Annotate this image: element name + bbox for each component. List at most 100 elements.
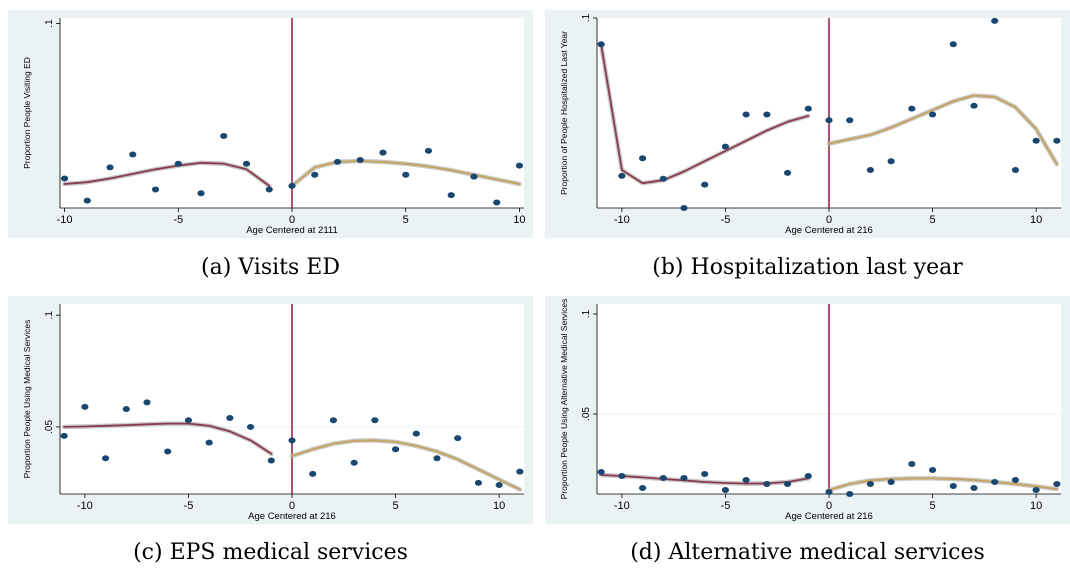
data-point <box>288 182 296 189</box>
fit-right-line <box>828 94 1058 166</box>
data-point <box>391 446 400 453</box>
data-point <box>205 439 213 446</box>
x-tick-label: -10 <box>57 214 73 226</box>
x-tick-label: 0 <box>289 500 295 512</box>
data-point <box>597 41 605 48</box>
data-point <box>949 483 957 489</box>
data-point <box>928 467 937 473</box>
data-point <box>151 186 160 193</box>
x-axis-title: Age Centered at 216 <box>248 511 336 522</box>
y-axis-title: Proportion People Using Alternative Medi… <box>559 299 569 500</box>
data-point <box>783 481 792 487</box>
data-point <box>356 157 364 164</box>
data-point <box>970 102 978 109</box>
fit-right-line <box>291 160 521 187</box>
data-point <box>309 470 317 477</box>
data-point <box>763 111 771 118</box>
data-point <box>846 117 854 124</box>
data-point <box>350 459 358 466</box>
data-point <box>83 197 91 204</box>
x-tick-label: 5 <box>930 214 936 226</box>
data-point <box>659 475 667 481</box>
data-point <box>379 149 387 156</box>
data-point <box>638 155 647 162</box>
chart-b: -10 -5 0 5 10 .1 Age Centered at 216 Proportion… <box>545 10 1070 238</box>
x-tick-label: 0 <box>826 500 832 512</box>
x-tick-label: -5 <box>173 214 183 226</box>
data-point <box>1053 137 1061 144</box>
caption-c: (c) EPS medical services <box>133 540 408 565</box>
data-point <box>804 473 812 479</box>
x-tick-label: 5 <box>393 500 399 512</box>
data-point <box>433 455 441 462</box>
x-tick-label: -5 <box>184 500 194 512</box>
data-point <box>402 171 410 178</box>
data-point <box>101 455 110 462</box>
data-point <box>412 430 420 437</box>
fit-left-line <box>600 474 810 485</box>
caption-a: (a) Visits ED <box>201 255 340 280</box>
data-point <box>804 105 812 112</box>
data-point <box>60 432 68 439</box>
data-point <box>129 151 137 158</box>
data-point <box>721 143 730 150</box>
data-point <box>1032 137 1040 144</box>
x-tick-label: -10 <box>614 500 630 512</box>
data-point <box>908 105 916 112</box>
data-point <box>60 175 69 182</box>
x-tick-label: 5 <box>930 500 936 512</box>
data-point <box>311 171 319 178</box>
data-point <box>991 17 999 24</box>
fit-right-line <box>291 439 521 491</box>
x-tick-label: 10 <box>1030 214 1042 226</box>
data-point <box>638 485 647 491</box>
data-point <box>721 487 730 493</box>
x-tick-label: 10 <box>513 214 525 226</box>
data-point <box>329 417 338 424</box>
data-point <box>887 479 895 485</box>
data-point <box>680 205 688 211</box>
x-tick-label: 0 <box>289 214 295 226</box>
data-point <box>447 192 455 199</box>
data-point <box>424 147 433 154</box>
data-point <box>1011 477 1020 483</box>
data-point <box>371 417 379 424</box>
data-point <box>184 417 193 424</box>
data-point <box>597 469 605 475</box>
data-point <box>970 485 978 491</box>
x-axis-title: Age Centered at 2111 <box>246 225 338 236</box>
data-point <box>908 461 916 467</box>
data-point <box>825 489 833 495</box>
fit-right-line <box>828 477 1058 491</box>
panel-a: -10 -5 0 5 10 .1 Age Centered at 2111 Proportio… <box>8 10 533 238</box>
x-tick-label: 0 <box>826 214 832 226</box>
y-axis-title: Proportion People Visiting ED <box>22 57 32 169</box>
x-tick-label: 10 <box>1030 500 1042 512</box>
data-point <box>991 479 999 485</box>
data-point <box>763 481 771 487</box>
data-point <box>197 190 205 197</box>
y-tick-label: .1 <box>581 13 592 22</box>
data-point <box>701 471 709 477</box>
panel-d: -10 -5 0 5 10 .05 .1 Age Centered at 216 Proport… <box>545 296 1070 524</box>
data-point <box>949 41 957 48</box>
data-point <box>783 169 792 176</box>
data-point <box>866 167 875 173</box>
data-point <box>1032 487 1040 493</box>
chart-d: -10 -5 0 5 10 .05 .1 Age Centered at 216 Proport… <box>545 296 1070 524</box>
y-tick-label: .1 <box>44 19 55 28</box>
data-point <box>267 457 275 464</box>
data-point <box>265 186 273 193</box>
data-point <box>220 133 228 140</box>
data-point <box>454 435 462 442</box>
panel-c: -10 -5 0 5 10 .05 .1 Age Centered at 216 Proport… <box>8 296 533 524</box>
data-point <box>887 158 895 165</box>
data-point <box>242 160 251 167</box>
data-point <box>106 164 114 171</box>
data-point <box>515 162 524 169</box>
panel-b: -10 -5 0 5 10 .1 Age Centered at 216 Proportion… <box>545 10 1070 238</box>
data-point <box>742 477 750 483</box>
fit-left-line <box>63 161 271 187</box>
data-point <box>1053 481 1061 487</box>
x-tick-label: 5 <box>403 214 409 226</box>
